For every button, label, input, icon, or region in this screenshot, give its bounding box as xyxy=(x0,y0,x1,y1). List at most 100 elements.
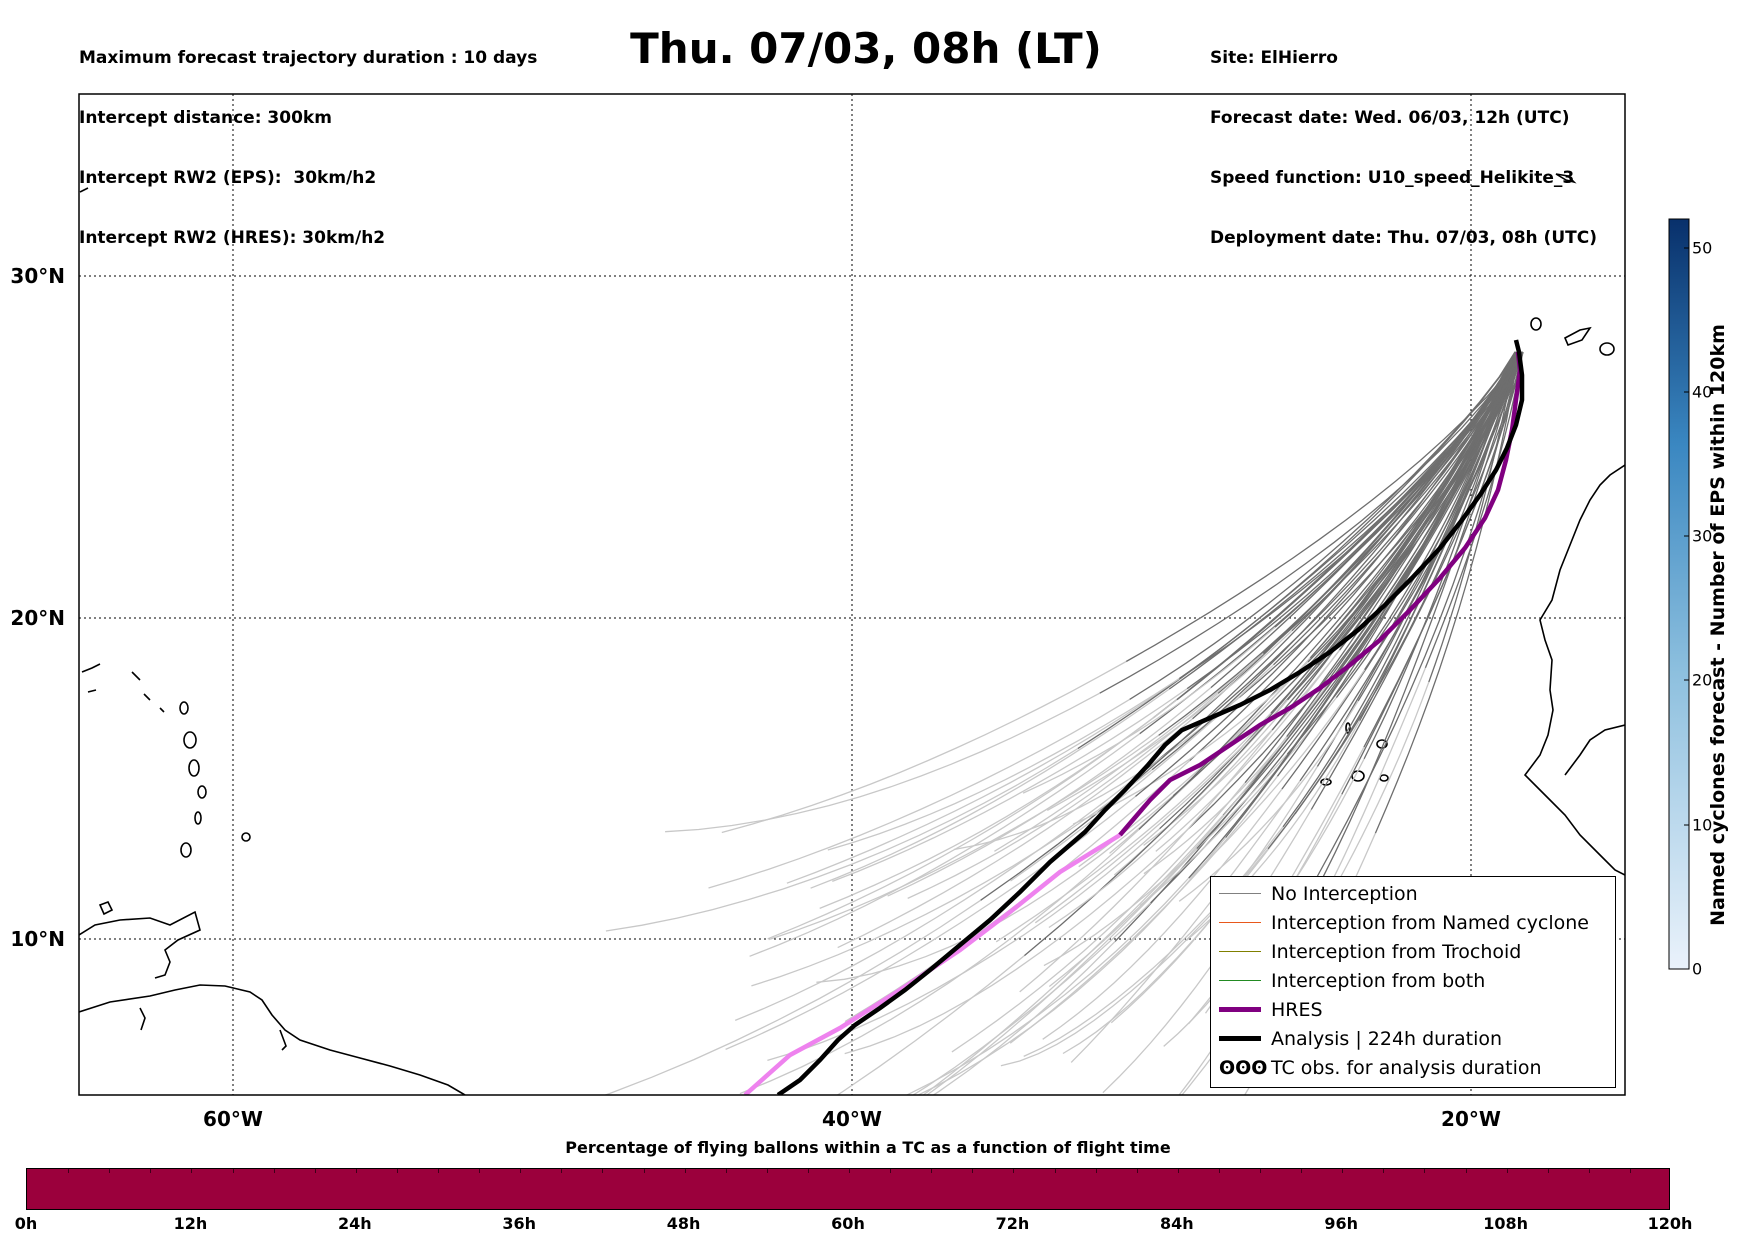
ensemble-trajectory xyxy=(1043,753,1288,967)
intercept-distance-text: Intercept distance: 300km xyxy=(79,108,332,128)
ensemble-trajectory xyxy=(739,829,1140,1095)
lat-tick-30n: 30°N xyxy=(10,264,65,288)
ensemble-trajectory xyxy=(1143,649,1341,846)
legend-label: Interception from Trochoid xyxy=(1271,941,1522,963)
intercept-hres-text: Intercept RW2 (HRES): 30km/h2 xyxy=(79,228,386,248)
ensemble-trajectory xyxy=(1188,669,1366,879)
percentage-bar-minor-tick xyxy=(314,1169,316,1173)
ensemble-trajectory xyxy=(1062,813,1296,1055)
percentage-bar-minor-tick xyxy=(232,1169,234,1173)
percentage-bar-minor-tick xyxy=(931,1169,933,1173)
ensemble-trajectory xyxy=(1374,351,1519,834)
percentage-tick: 24h xyxy=(337,1214,372,1233)
antilles-l xyxy=(279,1029,287,1051)
legend-item-trochoid: Interception from Trochoid xyxy=(1211,938,1615,967)
ensemble-trajectory xyxy=(734,778,1135,1022)
percentage-bar-minor-tick xyxy=(972,1169,974,1173)
legend-swatch xyxy=(1219,1036,1261,1041)
map-frame xyxy=(78,93,1626,1096)
percentage-bar-minor-tick xyxy=(1054,1169,1056,1173)
ensemble-trajectory xyxy=(827,678,1180,851)
percentage-bar-minor-tick xyxy=(1547,1169,1549,1173)
ensemble-trajectory xyxy=(836,955,1025,1095)
ensemble-trajectory xyxy=(1046,630,1293,811)
percentage-tick: 36h xyxy=(502,1214,537,1233)
percentage-tick: 12h xyxy=(173,1214,208,1233)
ensemble-trajectory xyxy=(786,684,1170,884)
coast-trinidad-venezuela xyxy=(79,910,201,979)
percentage-bar-minor-tick xyxy=(1095,1169,1097,1173)
antilles-a xyxy=(81,663,101,693)
legend-swatch xyxy=(1219,1007,1261,1012)
ensemble-trajectory xyxy=(1143,677,1334,875)
canary-island-b xyxy=(1563,326,1592,347)
cape-verde-c xyxy=(1379,774,1389,782)
legend-item-hres: HRES xyxy=(1211,996,1615,1025)
deployment-date-text: Deployment date: Thu. 07/03, 08h (UTC) xyxy=(1210,228,1597,248)
ensemble-trajectory xyxy=(953,696,1240,851)
legend-swatch xyxy=(1219,980,1261,981)
percentage-bar-minor-tick xyxy=(1588,1169,1590,1173)
ensemble-trajectory xyxy=(1186,351,1517,690)
legend-item-named-cyclone: Interception from Named cyclone xyxy=(1211,909,1615,938)
colorbar-tick-50: 50 xyxy=(1692,238,1713,258)
percentage-bar-minor-tick xyxy=(438,1169,439,1173)
percentage-tick: 48h xyxy=(666,1214,701,1233)
percentage-tick: 108h xyxy=(1483,1214,1528,1233)
ensemble-trajectory xyxy=(1129,351,1516,700)
lon-tick-20w: 20°W xyxy=(1441,1107,1501,1131)
ensemble-trajectory xyxy=(1134,351,1516,798)
colorbar-tick-10: 10 xyxy=(1692,815,1713,835)
cape-verde-e xyxy=(1345,722,1351,734)
header-right-info: Site: ElHierro Forecast date: Wed. 06/03… xyxy=(1210,8,1597,268)
percentage-bar-minor-tick xyxy=(1342,1169,1344,1173)
percentage-bar-minor-tick xyxy=(68,1169,70,1173)
ensemble-trajectory xyxy=(1310,351,1524,810)
percentage-bar-minor-tick xyxy=(602,1169,604,1173)
lon-tick-60w: 60°W xyxy=(203,1107,263,1131)
percentage-bar-minor-tick xyxy=(643,1169,645,1173)
ensemble-trajectory xyxy=(1244,351,1520,784)
ensemble-trajectory xyxy=(905,877,1190,1095)
percentage-bar-minor-tick xyxy=(1013,1169,1015,1173)
analysis-track xyxy=(776,339,1525,1095)
lon-tick-40w: 40°W xyxy=(822,1107,882,1131)
percentage-bar-minor-tick xyxy=(355,1169,357,1173)
ensemble-trajectory xyxy=(1010,664,1274,882)
percentage-tick: 120h xyxy=(1647,1214,1693,1233)
percentage-bar-minor-tick xyxy=(273,1169,275,1173)
legend-label: No Interception xyxy=(1271,883,1418,905)
colorbar-gradient xyxy=(1668,218,1690,970)
legend-label: TC obs. for analysis duration xyxy=(1271,1057,1542,1079)
header-left-info: Maximum forecast trajectory duration : 1… xyxy=(79,8,537,268)
ensemble-trajectory xyxy=(980,351,1520,901)
percentage-bar-minor-tick xyxy=(1177,1169,1179,1173)
ensemble-trajectory xyxy=(907,692,1219,899)
percentage-bar-minor-tick xyxy=(890,1169,892,1173)
ensemble-trajectory xyxy=(603,899,981,1095)
percentage-bar xyxy=(26,1168,1670,1210)
antilles-i xyxy=(241,832,251,842)
ensemble-trajectory xyxy=(932,940,1116,1095)
legend-swatch xyxy=(1219,922,1261,923)
percentage-bar-minor-tick xyxy=(1424,1169,1426,1173)
ensemble-trajectory xyxy=(1099,351,1521,694)
percentage-tick: 72h xyxy=(995,1214,1030,1233)
legend-item-both: Interception from both xyxy=(1211,967,1615,996)
ensemble-trajectory xyxy=(837,718,1193,949)
antilles-k xyxy=(139,1007,146,1031)
percentage-tick: 60h xyxy=(831,1214,865,1233)
trajectory-lines xyxy=(603,351,1524,1095)
ensemble-trajectory xyxy=(1022,626,1276,794)
ensemble-trajectory xyxy=(1152,351,1522,719)
ensemble-trajectory xyxy=(1155,650,1340,852)
percentage-tick: 0h xyxy=(14,1214,38,1233)
percentage-tick: 84h xyxy=(1159,1214,1194,1233)
percentage-bar-minor-tick xyxy=(150,1169,152,1173)
ensemble-trajectory xyxy=(1188,351,1522,879)
ensemble-trajectory xyxy=(665,692,1101,833)
intercept-eps-text: Intercept RW2 (EPS): 30km/h2 xyxy=(79,168,377,188)
coast-africa-north xyxy=(1523,464,1625,876)
antilles-b xyxy=(131,671,165,713)
